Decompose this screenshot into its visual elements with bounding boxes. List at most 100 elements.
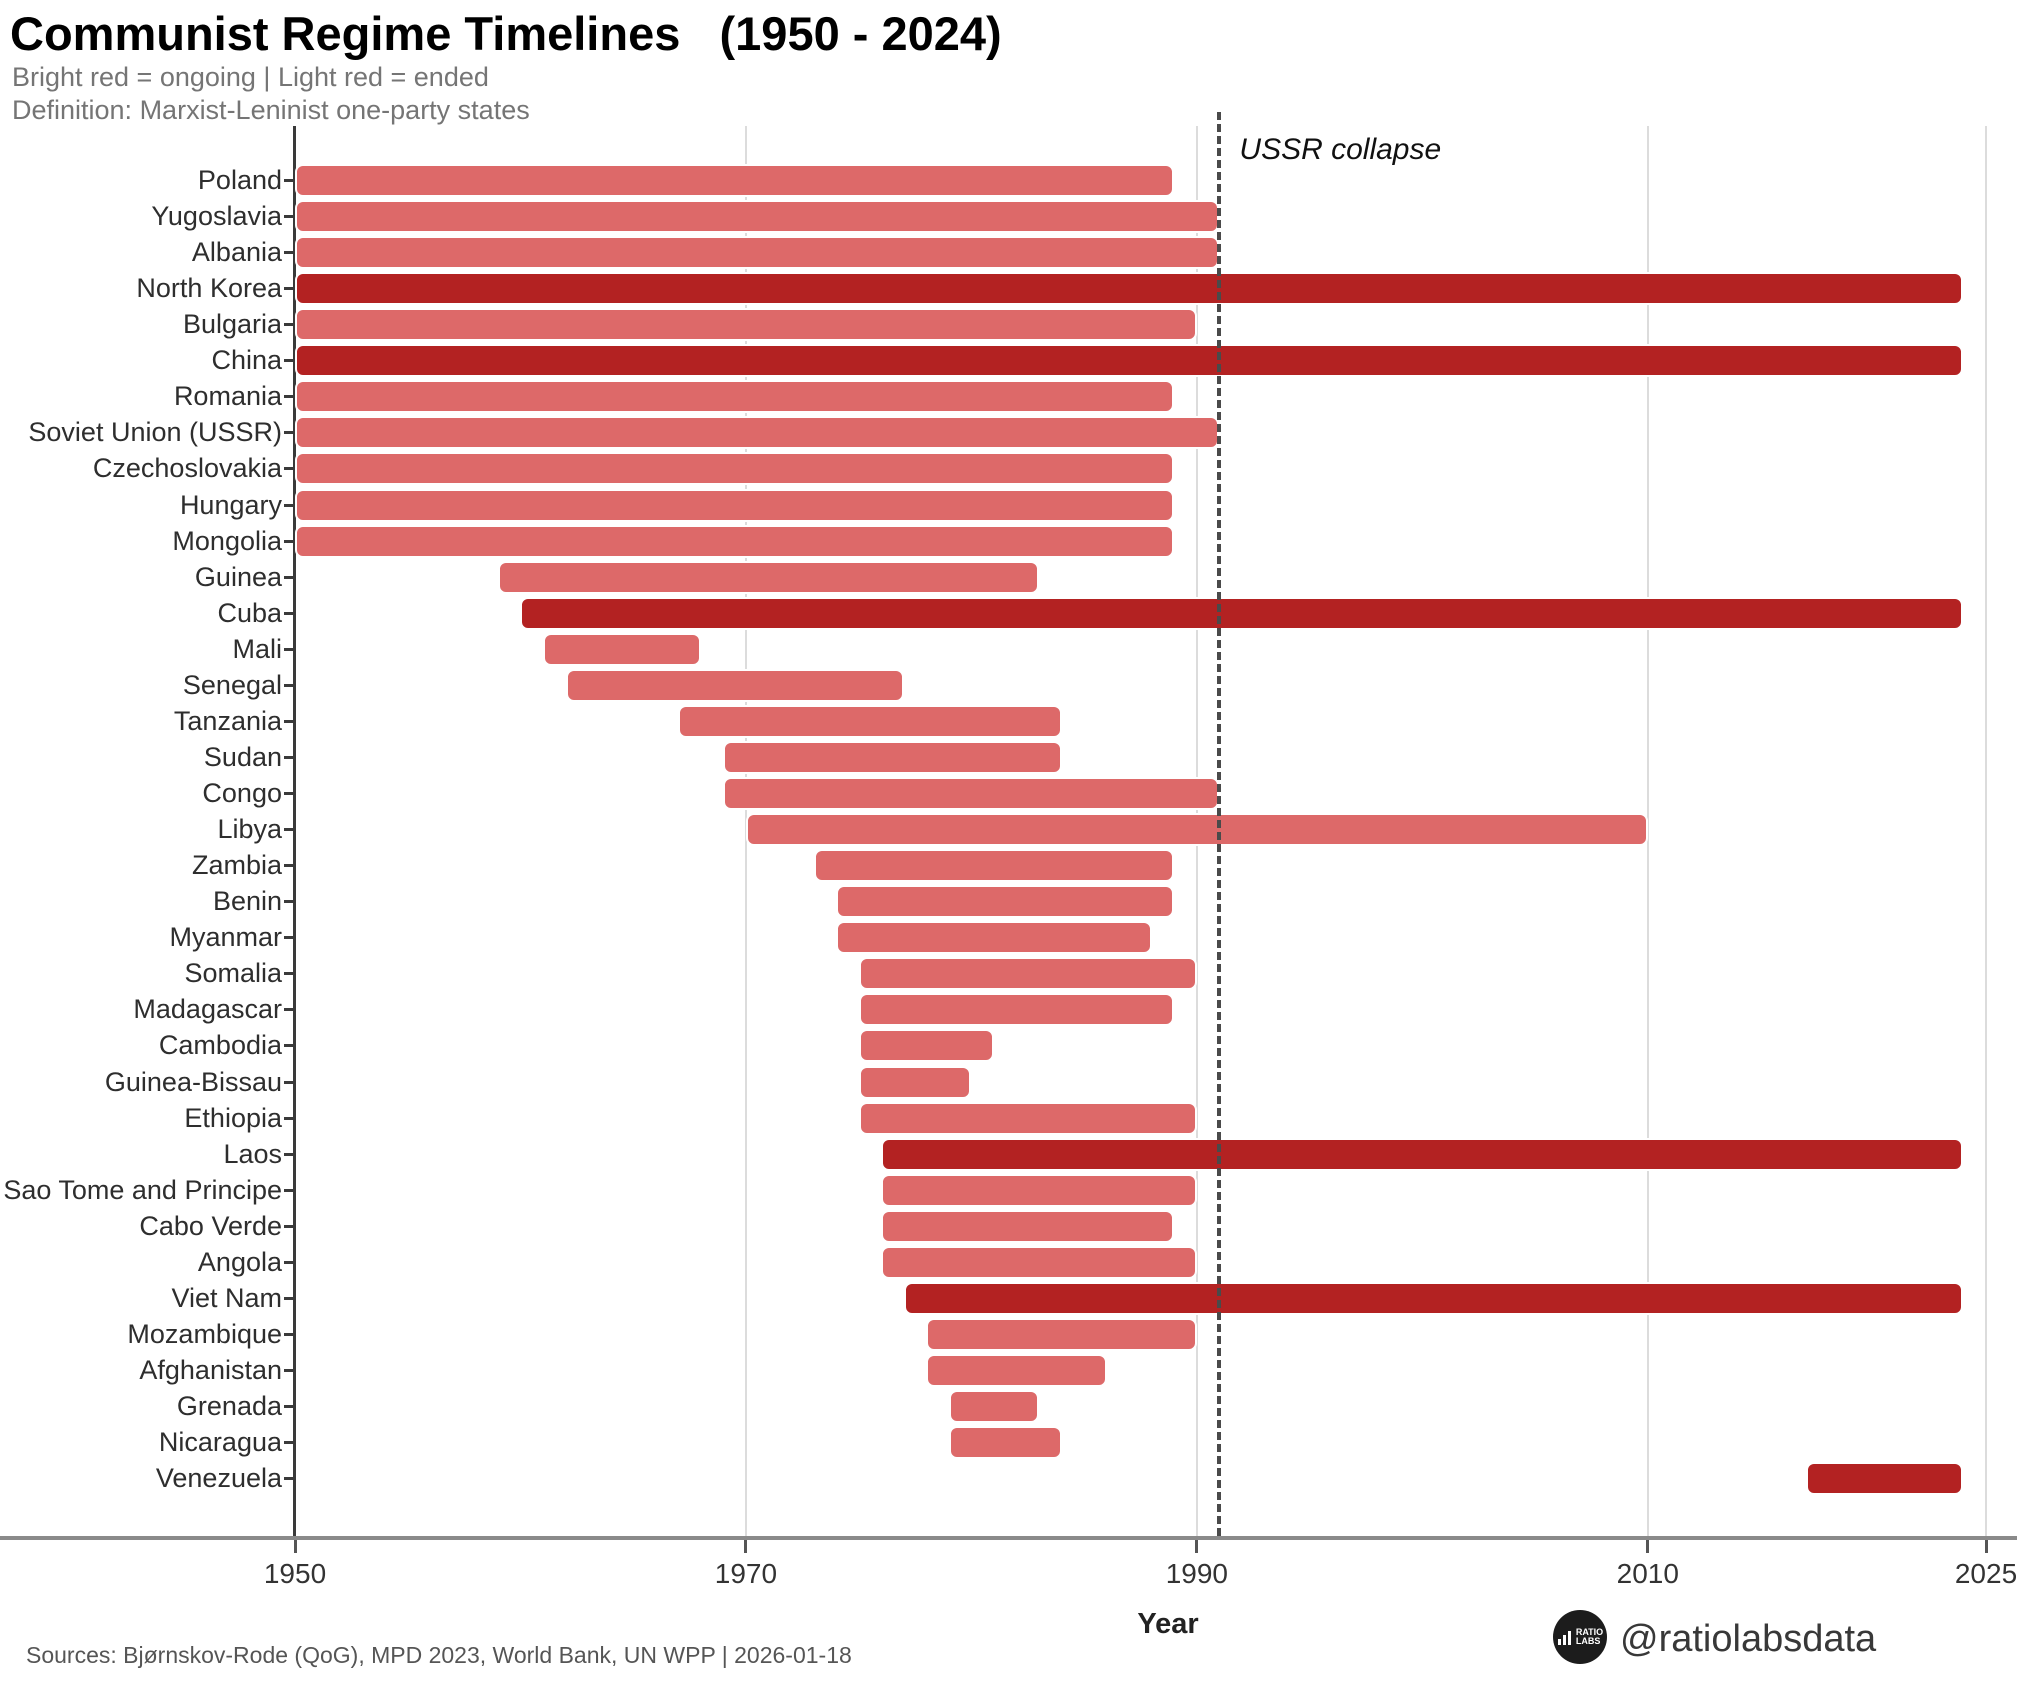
- country-tick-mark: [284, 611, 293, 615]
- timeline-bar: [295, 344, 1964, 378]
- timeline-bar: [520, 596, 1964, 630]
- y-axis-spine: [293, 126, 296, 1536]
- country-label: Viet Nam: [171, 1282, 282, 1313]
- timeline-bar: [858, 1101, 1197, 1135]
- logo-text-line2: LABS: [1575, 1636, 1601, 1646]
- timeline-bar: [745, 813, 1648, 847]
- country-tick-mark: [284, 503, 293, 507]
- country-tick-mark: [284, 1008, 293, 1012]
- x-tick-mark-2025: [1984, 1540, 1988, 1553]
- country-tick-mark: [284, 683, 293, 687]
- timeline-bar: [295, 200, 1220, 234]
- country-tick-mark: [284, 719, 293, 723]
- country-label: Myanmar: [169, 922, 282, 953]
- x-tick-label: 2010: [1616, 1558, 1679, 1589]
- country-tick-mark: [284, 1116, 293, 1120]
- country-label: Bulgaria: [182, 309, 282, 340]
- country-tick-mark: [284, 287, 293, 291]
- country-label: Sudan: [203, 741, 282, 772]
- x-tick-label: 1990: [1165, 1558, 1229, 1589]
- country-label: Grenada: [176, 1391, 282, 1422]
- country-tick-mark: [284, 1441, 293, 1445]
- timeline-bar: [295, 452, 1175, 486]
- country-label: Poland: [197, 165, 282, 195]
- country-label: Somalia: [184, 958, 282, 989]
- country-tick-mark: [284, 1080, 293, 1084]
- country-label: Albania: [191, 237, 282, 268]
- country-tick-mark: [284, 323, 293, 327]
- timeline-bar: [678, 704, 1062, 738]
- timeline-bar: [295, 164, 1175, 197]
- x-tick-label: 2025: [1954, 1558, 2017, 1589]
- gridline-2025: [1985, 126, 1987, 1536]
- timeline-bar: [295, 308, 1197, 342]
- country-label: Mali: [232, 633, 282, 664]
- country-label: Guinea-Bissau: [104, 1066, 282, 1097]
- timeline-bar: [836, 921, 1152, 955]
- timeline-bar: [836, 885, 1175, 919]
- timeline-bar: [295, 236, 1220, 270]
- timeline-bar: [295, 272, 1964, 306]
- gridline-2010: [1646, 126, 1649, 1536]
- country-label: Congo: [202, 778, 282, 809]
- country-label: Guinea: [194, 561, 282, 592]
- timeline-bar: [948, 1390, 1040, 1424]
- timeline-bar: [858, 1065, 972, 1099]
- logo-text-line1: RATIO: [1575, 1627, 1604, 1637]
- country-tick-mark: [284, 828, 293, 832]
- country-label: Zambia: [191, 850, 282, 881]
- timeline-bar: [295, 416, 1220, 450]
- country-tick-mark: [284, 251, 293, 255]
- country-tick-mark: [284, 1152, 293, 1156]
- country-tick-mark: [284, 792, 293, 796]
- country-tick-mark: [284, 864, 293, 868]
- x-tick-mark-1950: [293, 1540, 297, 1553]
- x-tick-mark-1970: [744, 1540, 748, 1553]
- country-tick-mark: [284, 755, 293, 759]
- timeline-bar: [881, 1209, 1175, 1243]
- country-label: Laos: [223, 1138, 282, 1169]
- country-label: Senegal: [182, 669, 282, 700]
- timeline-bar: [903, 1281, 1964, 1315]
- country-tick-mark: [284, 179, 293, 182]
- x-axis-label: Year: [1137, 1608, 1199, 1640]
- timeline-bar: [543, 632, 701, 666]
- x-tick-mark-1990: [1195, 1540, 1199, 1553]
- country-tick-mark: [284, 467, 293, 471]
- country-label: Nicaragua: [158, 1427, 282, 1458]
- timeline-bar: [926, 1353, 1107, 1387]
- country-label: Romania: [173, 381, 282, 412]
- country-label: Madagascar: [133, 994, 282, 1025]
- ussr-collapse-line: [1217, 112, 1222, 1536]
- timeline-bar: [497, 560, 1040, 594]
- country-label: Mongolia: [172, 525, 282, 556]
- chart-title: Communist Regime Timelines (1950 - 2024): [10, 7, 1002, 60]
- country-label: Venezuela: [155, 1463, 282, 1494]
- country-label: North Korea: [136, 273, 282, 304]
- country-tick-mark: [284, 1224, 293, 1228]
- country-label: Tanzania: [173, 705, 282, 736]
- country-label: Cabo Verde: [139, 1210, 282, 1241]
- country-tick-mark: [284, 1477, 293, 1481]
- country-label: Czechoslovakia: [92, 453, 282, 484]
- country-tick-mark: [284, 431, 293, 435]
- ratio-labs-logo: RATIO LABS: [1553, 1610, 1607, 1664]
- timeline-bar: [881, 1173, 1197, 1207]
- country-label: Angola: [197, 1246, 282, 1277]
- timeline-bar: [565, 668, 904, 702]
- x-axis-line: [0, 1536, 2017, 1540]
- country-tick-mark: [284, 647, 293, 651]
- country-tick-mark: [284, 1188, 293, 1192]
- timeline-bar: [881, 1137, 1964, 1171]
- timeline-bar: [858, 1029, 994, 1063]
- country-label: Sao Tome and Principe: [3, 1174, 282, 1205]
- timeline-bar: [926, 1317, 1197, 1351]
- country-tick-mark: [284, 972, 293, 976]
- country-tick-mark: [284, 1405, 293, 1409]
- chart-subtitle-definition: Definition: Marxist-Leninist one-party s…: [12, 95, 530, 125]
- country-tick-mark: [284, 1332, 293, 1336]
- social-handle: @ratiolabsdata: [1620, 1618, 1877, 1660]
- country-tick-mark: [284, 395, 293, 399]
- chart-subtitle-legend: Bright red = ongoing | Light red = ended: [12, 62, 489, 92]
